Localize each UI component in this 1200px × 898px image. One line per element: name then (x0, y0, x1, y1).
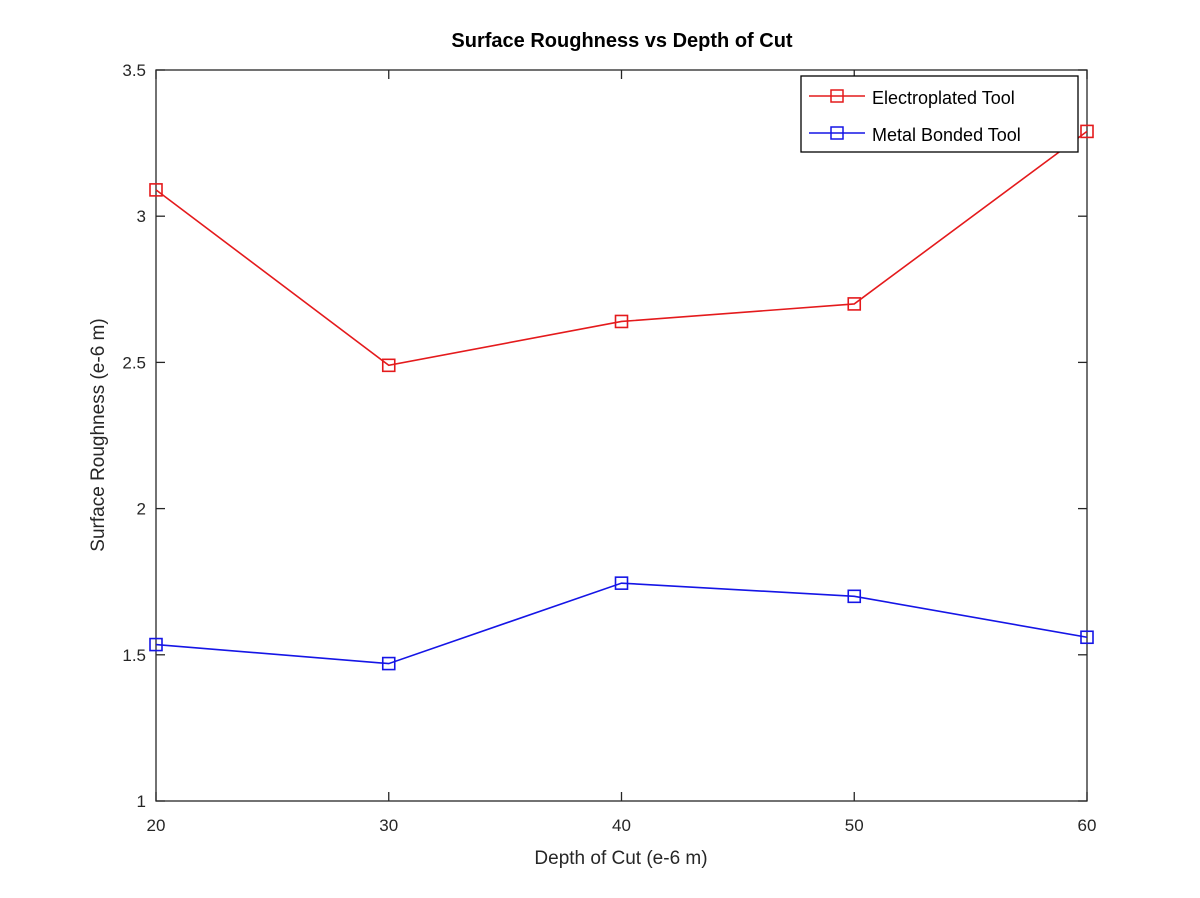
series-electroplated-tool (149, 124, 1094, 373)
data-point-marker (614, 576, 629, 590)
legend-marker-electroplated (830, 89, 844, 103)
y-tick-label: 2.5 (122, 353, 146, 372)
y-tick-label: 3 (137, 207, 146, 226)
data-point-marker (1080, 124, 1094, 139)
y-tick-label: 3.5 (122, 61, 146, 80)
data-point-marker (381, 358, 396, 373)
data-point-marker (149, 637, 163, 652)
x-tick-label: 30 (379, 816, 398, 835)
chart-title: Surface Roughness vs Depth of Cut (451, 30, 792, 52)
series-line (155, 582, 1088, 665)
x-tick-label: 50 (845, 816, 864, 835)
axis-ticks: 20 30 40 50 60 1 1.5 2 2.5 3 3.5 (122, 61, 1096, 835)
legend: Electroplated Tool Metal Bonded Tool (800, 75, 1079, 153)
x-tick-label: 60 (1078, 816, 1097, 835)
legend-label-electroplated: Electroplated Tool (872, 88, 1015, 108)
y-axis-label: Surface Roughness (e-6 m) (88, 318, 109, 551)
y-tick-label: 1.5 (122, 646, 146, 665)
x-axis-label: Depth of Cut (e-6 m) (534, 848, 707, 869)
data-point-marker (847, 589, 862, 604)
x-tick-label: 20 (147, 816, 166, 835)
legend-entry-metal-bonded: Metal Bonded Tool (809, 125, 1021, 145)
series-line (155, 130, 1088, 367)
legend-box (800, 75, 1079, 153)
legend-entry-electroplated: Electroplated Tool (809, 88, 1015, 108)
legend-label-metal-bonded: Metal Bonded Tool (872, 125, 1021, 145)
data-point-marker (1080, 630, 1094, 645)
y-tick-label: 2 (137, 500, 146, 519)
series-layer (149, 124, 1094, 671)
x-tick-label: 40 (612, 816, 631, 835)
series-metal-bonded-tool (149, 576, 1094, 671)
plot-area (155, 69, 1088, 802)
y-tick-label: 1 (137, 792, 146, 811)
data-point-marker (381, 656, 396, 671)
data-point-marker (614, 314, 629, 329)
data-point-marker (847, 297, 862, 311)
data-point-marker (149, 183, 163, 197)
legend-marker-metal-bonded (830, 126, 844, 140)
